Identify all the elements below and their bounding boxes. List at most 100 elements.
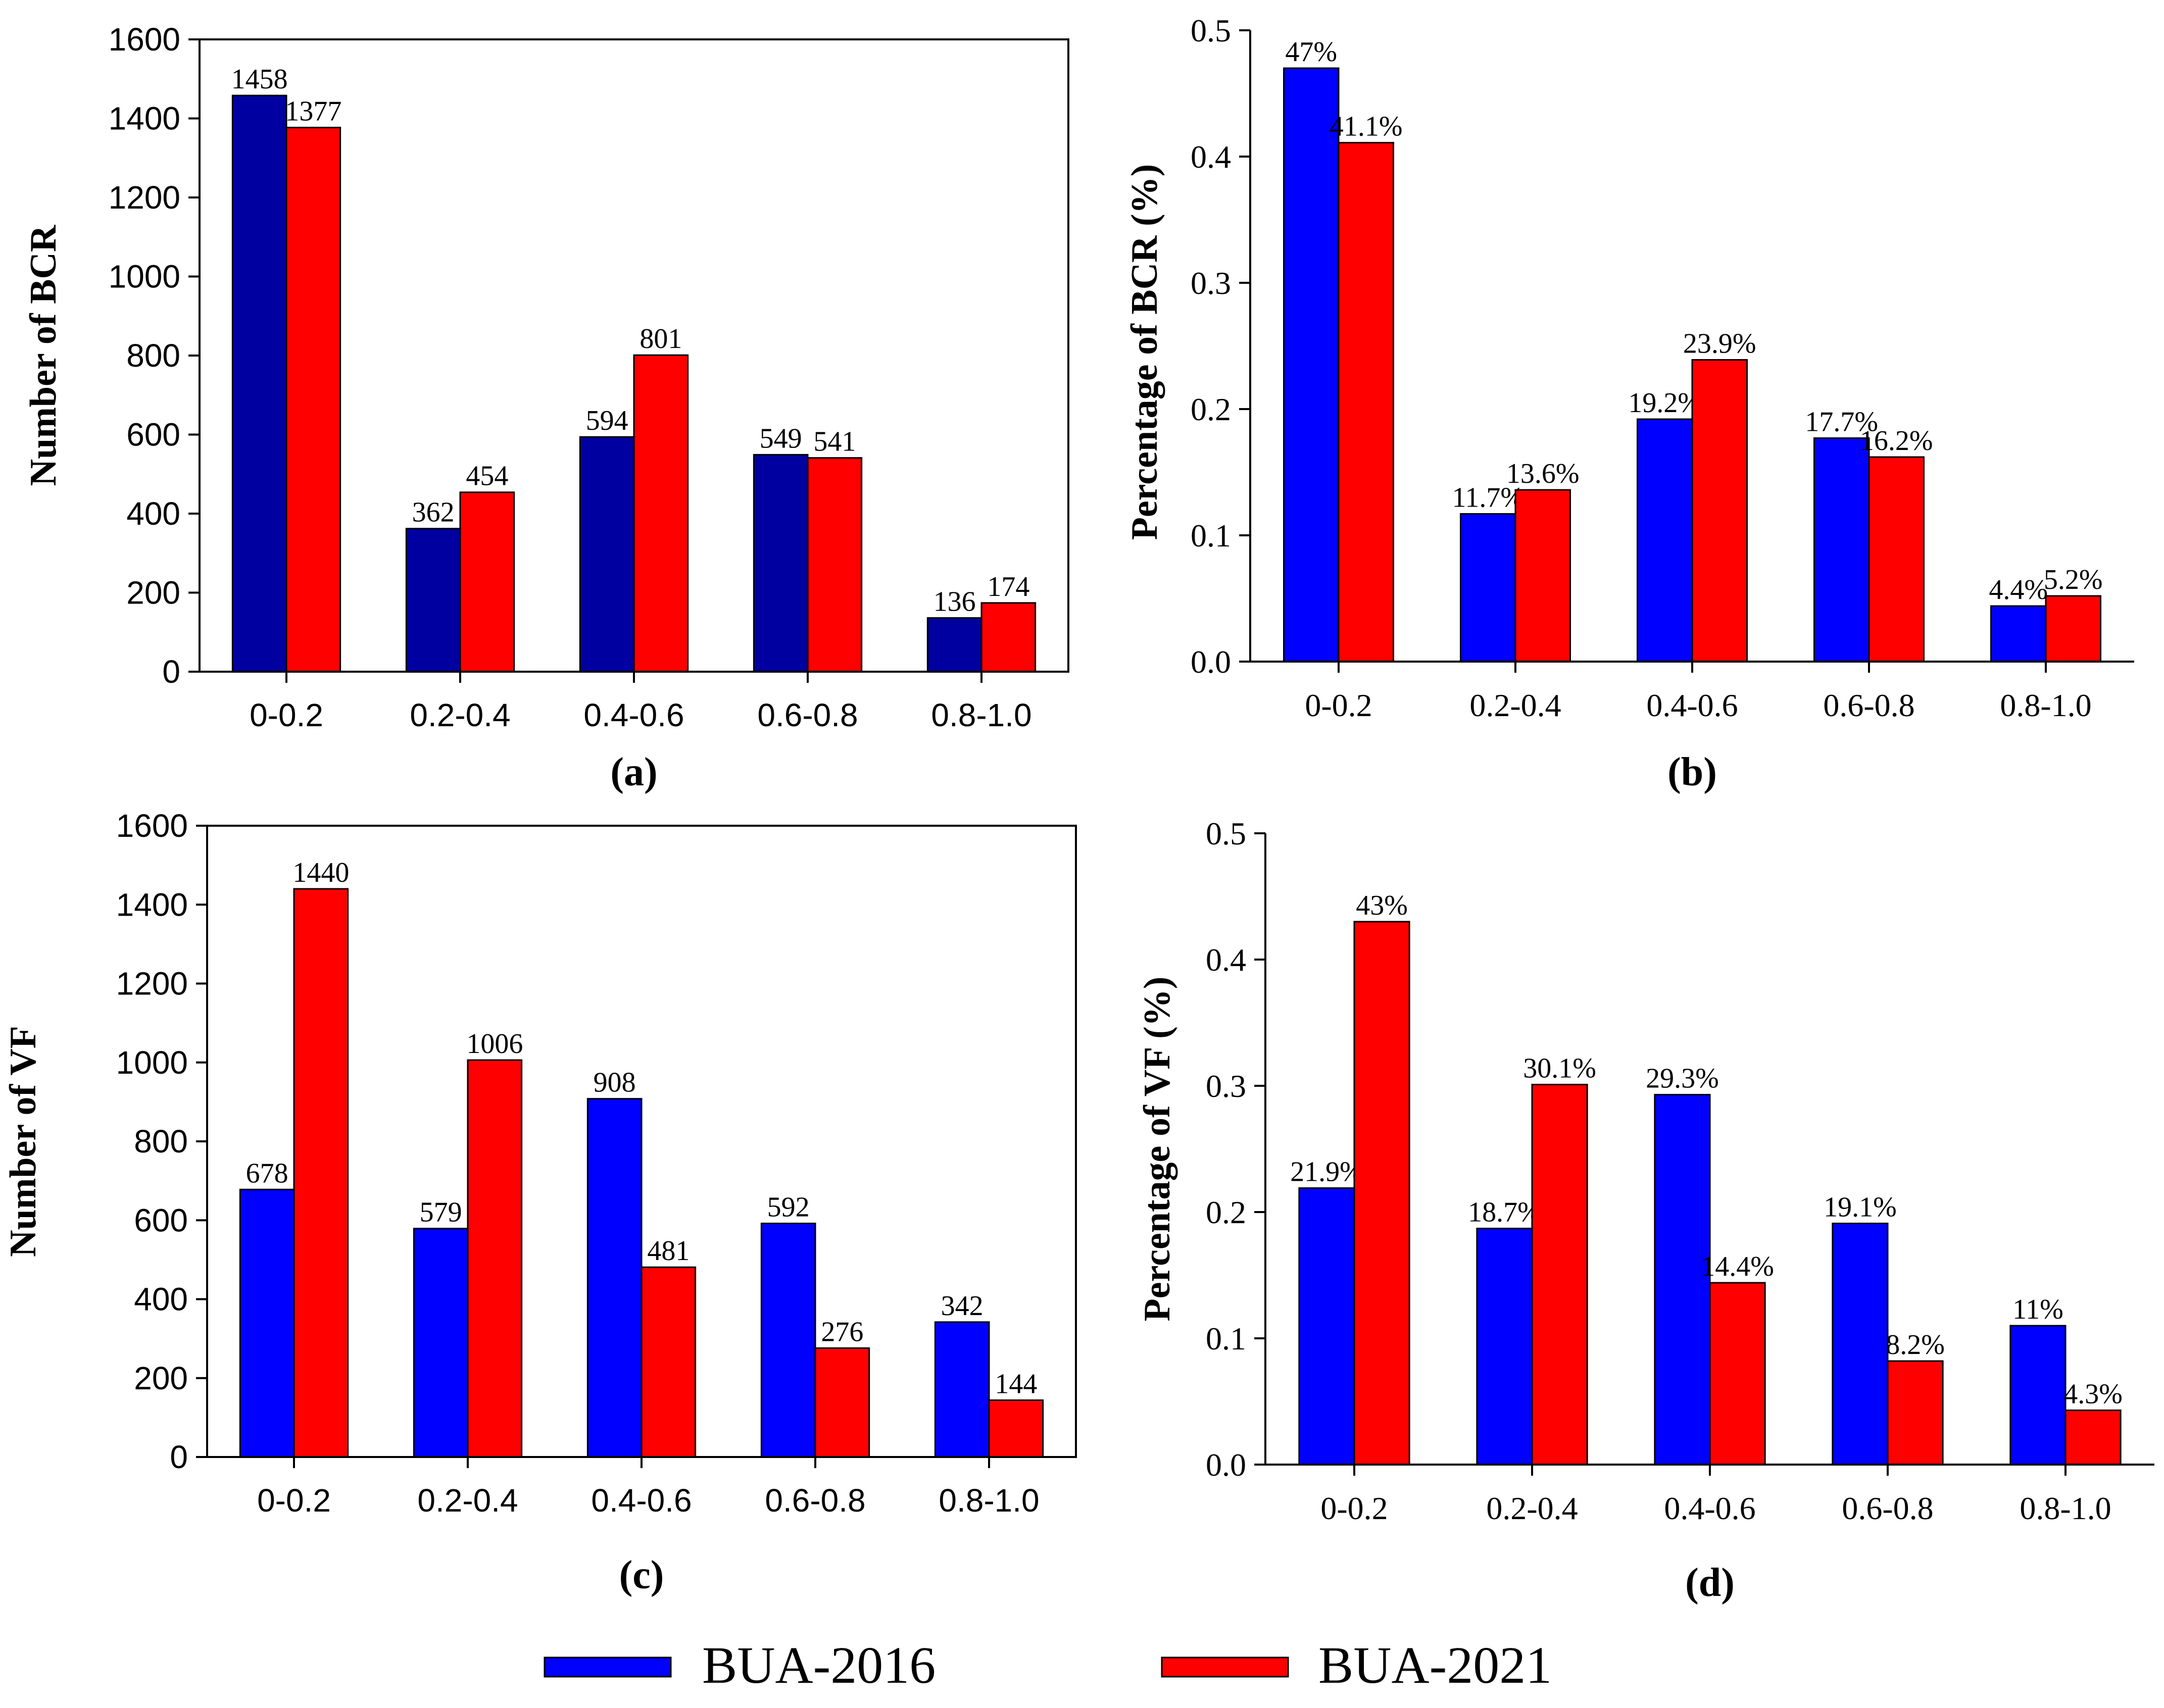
panel-label: (a) bbox=[610, 750, 657, 794]
y-tick-label: 1600 bbox=[109, 21, 180, 58]
x-tick-label: 0.8-1.0 bbox=[2000, 687, 2091, 723]
bar-bua-2016-0.2-0.4 bbox=[1476, 1228, 1533, 1466]
data-label-bua-2021-0.8-1.0: 144 bbox=[995, 1369, 1037, 1400]
data-label-bua-2016-0.6-0.8: 592 bbox=[767, 1192, 810, 1223]
data-label-bua-2016-0.4-0.6: 19.2% bbox=[1628, 387, 1701, 419]
data-label-bua-2021-0-0.2: 41.1% bbox=[1330, 111, 1403, 142]
x-tick-label: 0.6-0.8 bbox=[757, 697, 858, 733]
y-tick-label: 0.1 bbox=[1206, 1321, 1246, 1357]
bar-bua-2016-0.4-0.6 bbox=[586, 1098, 643, 1458]
y-tick-label: 0.4 bbox=[1191, 139, 1231, 175]
y-tick-label: 0.2 bbox=[1191, 391, 1231, 427]
y-tick-label: 1200 bbox=[116, 966, 188, 1002]
x-tick-label: 0.2-0.4 bbox=[1486, 1490, 1578, 1526]
bar-bua-2016-0-0.2 bbox=[239, 1188, 295, 1458]
data-label-bua-2021-0.4-0.6: 481 bbox=[647, 1235, 690, 1267]
y-tick-label: 1400 bbox=[116, 886, 188, 923]
data-label-bua-2021-0.8-1.0: 174 bbox=[987, 571, 1029, 602]
data-label-bua-2021-0-0.2: 43% bbox=[1356, 890, 1408, 921]
panel-label: (b) bbox=[1667, 750, 1717, 794]
bar-bua-2016-0.4-0.6 bbox=[1637, 418, 1693, 663]
y-tick-label: 600 bbox=[134, 1202, 188, 1238]
data-label-bua-2021-0.8-1.0: 5.2% bbox=[2044, 564, 2103, 595]
x-tick-label: 0.2-0.4 bbox=[1469, 687, 1561, 723]
x-tick-label: 0-0.2 bbox=[1320, 1490, 1388, 1526]
x-tick-label: 0-0.2 bbox=[1305, 687, 1372, 723]
y-tick-label: 0.0 bbox=[1191, 644, 1231, 680]
bar-bua-2016-0.6-0.8 bbox=[760, 1223, 816, 1458]
data-label-bua-2021-0.2-0.4: 1006 bbox=[466, 1028, 523, 1060]
y-tick-label: 0.2 bbox=[1206, 1194, 1246, 1230]
data-label-bua-2016-0-0.2: 21.9% bbox=[1290, 1157, 1363, 1188]
bar-bua-2016-0.2-0.4 bbox=[405, 528, 461, 673]
x-tick-label: 0.2-0.4 bbox=[410, 697, 510, 733]
data-label-bua-2021-0.4-0.6: 801 bbox=[640, 323, 682, 355]
data-label-bua-2021-0-0.2: 1377 bbox=[285, 95, 341, 127]
bar-bua-2021-0-0.2 bbox=[1353, 921, 1410, 1466]
chart-panel-d: 21.9% 18.7% 29.3% 19.1% 11% 43% 30.1% 14.4% 8.2%… bbox=[1137, 816, 2154, 1605]
y-axis-title: Percentage of VF (%) bbox=[1137, 977, 1178, 1322]
data-label-bua-2021-0.6-0.8: 541 bbox=[813, 426, 856, 458]
bar-bua-2016-0.4-0.6 bbox=[579, 436, 635, 673]
y-tick-label: 0.0 bbox=[1206, 1447, 1246, 1483]
data-label-bua-2016-0.6-0.8: 19.1% bbox=[1824, 1192, 1897, 1223]
data-label-bua-2021-0.2-0.4: 30.1% bbox=[1523, 1053, 1596, 1084]
x-tick-label: 0.4-0.6 bbox=[1664, 1490, 1755, 1526]
bar-bua-2021-0.6-0.8 bbox=[1868, 456, 1925, 663]
bar-bua-2016-0.6-0.8 bbox=[753, 454, 809, 673]
data-label-bua-2016-0-0.2: 1458 bbox=[231, 64, 288, 95]
y-tick-label: 0.3 bbox=[1206, 1068, 1246, 1104]
bar-bua-2021-0.8-1.0 bbox=[2064, 1410, 2122, 1466]
data-label-bua-2016-0.2-0.4: 579 bbox=[420, 1197, 462, 1228]
y-tick-label: 0.5 bbox=[1191, 13, 1231, 48]
bar-bua-2021-0-0.2 bbox=[293, 888, 349, 1458]
y-tick-label: 200 bbox=[134, 1360, 188, 1396]
y-tick-label: 400 bbox=[134, 1281, 188, 1318]
y-tick-label: 1000 bbox=[116, 1044, 188, 1081]
bar-bua-2021-0.8-1.0 bbox=[2045, 595, 2101, 663]
y-tick-label: 200 bbox=[126, 575, 180, 611]
bar-bua-2021-0.8-1.0 bbox=[980, 602, 1037, 673]
legend-swatch-bua-2021 bbox=[1161, 1656, 1289, 1678]
y-tick-label: 1400 bbox=[109, 101, 180, 137]
chart-panel-b: 47% 11.7% 19.2% 17.7% 4.4% 41.1% 13.6% 23.9% 16.… bbox=[1124, 13, 2134, 794]
data-label-bua-2021-0.2-0.4: 454 bbox=[466, 461, 508, 492]
y-tick-label: 600 bbox=[126, 417, 180, 453]
bar-bua-2021-0.6-0.8 bbox=[1887, 1360, 1944, 1466]
y-axis-title: Percentage of BCR (%) bbox=[1124, 164, 1165, 540]
bar-bua-2016-0.8-1.0 bbox=[934, 1321, 990, 1458]
x-tick-label: 0.4-0.6 bbox=[1646, 687, 1738, 723]
bar-bua-2021-0.6-0.8 bbox=[814, 1347, 870, 1458]
x-tick-label: 0.6-0.8 bbox=[1842, 1490, 1933, 1526]
data-label-bua-2016-0.8-1.0: 11% bbox=[2012, 1294, 2063, 1325]
chart-panel-c: 6785799085923421440100648127614402004006… bbox=[3, 808, 1077, 1597]
x-tick-label: 0.8-1.0 bbox=[939, 1482, 1039, 1519]
bar-bua-2021-0.2-0.4 bbox=[1531, 1084, 1588, 1466]
bar-bua-2016-0.2-0.4 bbox=[413, 1228, 469, 1458]
y-tick-label: 0.5 bbox=[1206, 816, 1246, 851]
bar-bua-2021-0-0.2 bbox=[1338, 142, 1394, 663]
y-tick-label: 400 bbox=[126, 495, 180, 532]
data-label-bua-2016-0.2-0.4: 362 bbox=[412, 497, 455, 528]
x-tick-label: 0.4-0.6 bbox=[591, 1482, 692, 1519]
y-tick-label: 0 bbox=[162, 654, 180, 690]
data-label-bua-2016-0.4-0.6: 29.3% bbox=[1646, 1063, 1719, 1094]
x-tick-label: 0.6-0.8 bbox=[1823, 687, 1914, 723]
data-label-bua-2016-0.8-1.0: 342 bbox=[941, 1290, 983, 1322]
y-tick-label: 0.4 bbox=[1206, 942, 1246, 978]
bar-bua-2016-0.2-0.4 bbox=[1460, 513, 1516, 663]
data-label-bua-2016-0.4-0.6: 594 bbox=[586, 405, 628, 436]
panel-label: (c) bbox=[619, 1553, 664, 1597]
data-label-bua-2021-0.2-0.4: 13.6% bbox=[1506, 458, 1580, 489]
data-label-bua-2021-0.4-0.6: 23.9% bbox=[1683, 328, 1756, 360]
bar-bua-2021-0.8-1.0 bbox=[988, 1399, 1044, 1458]
bar-bua-2021-0.2-0.4 bbox=[467, 1059, 523, 1458]
data-label-bua-2016-0.6-0.8: 549 bbox=[760, 423, 802, 454]
data-label-bua-2016-0-0.2: 47% bbox=[1285, 36, 1337, 68]
x-tick-label: 0-0.2 bbox=[250, 697, 323, 733]
y-tick-label: 1600 bbox=[116, 808, 188, 844]
legend-swatch-bua-2016 bbox=[544, 1656, 672, 1678]
data-label-bua-2021-0.4-0.6: 14.4% bbox=[1701, 1251, 1774, 1282]
y-tick-label: 1000 bbox=[109, 259, 180, 295]
